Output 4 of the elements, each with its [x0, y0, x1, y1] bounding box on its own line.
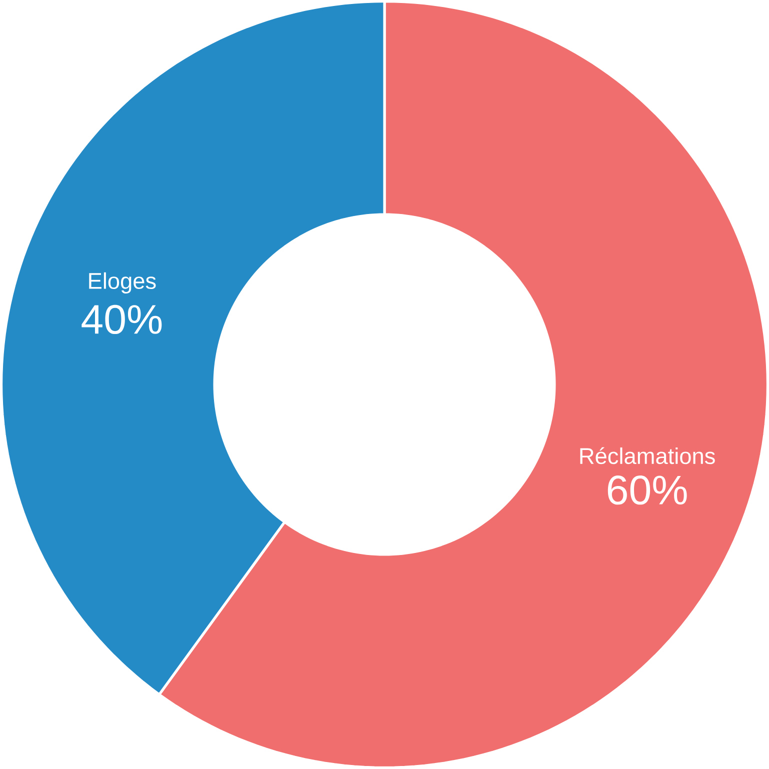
data-label: 40%: [82, 304, 162, 334]
data-label: 60%: [608, 476, 687, 505]
slice-label: Eloges: [89, 272, 156, 294]
slice-label: Réclamations: [580, 447, 715, 464]
